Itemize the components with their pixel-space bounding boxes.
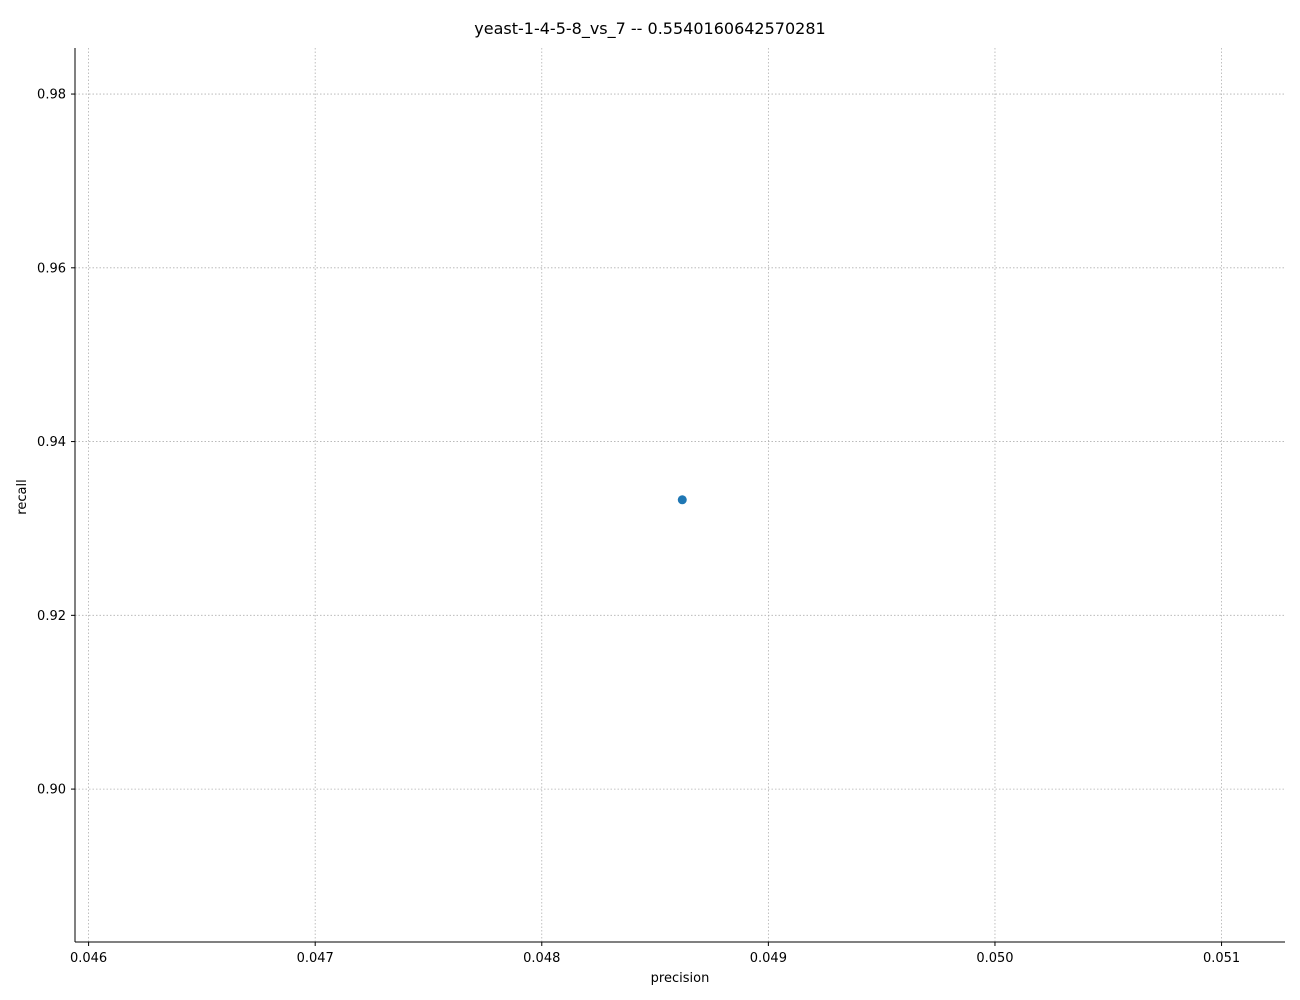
axis-ticks: 0.046 0.047 0.048 0.049 0.050 0.051 0.90 0.92 0.… [37, 88, 1240, 966]
x-axis-label: precision [651, 971, 710, 986]
y-axis-label: recall [15, 479, 30, 514]
scatter-point [677, 495, 687, 505]
y-tick-label: 0.94 [37, 435, 66, 450]
x-tick-label: 0.050 [976, 951, 1013, 966]
x-tick-label: 0.047 [297, 951, 334, 966]
y-tick-label: 0.98 [37, 88, 66, 103]
y-tick-label: 0.90 [37, 783, 66, 798]
chart-title: yeast-1-4-5-8_vs_7 -- 0.5540160642570281 [474, 19, 825, 39]
grid-lines [75, 48, 1285, 942]
x-tick-label: 0.048 [523, 951, 560, 966]
x-tick-label: 0.049 [750, 951, 787, 966]
data-points [677, 495, 687, 505]
x-tick-label: 0.046 [70, 951, 107, 966]
x-tick-label: 0.051 [1203, 951, 1240, 966]
y-tick-label: 0.96 [37, 261, 66, 276]
y-tick-label: 0.92 [37, 609, 66, 624]
